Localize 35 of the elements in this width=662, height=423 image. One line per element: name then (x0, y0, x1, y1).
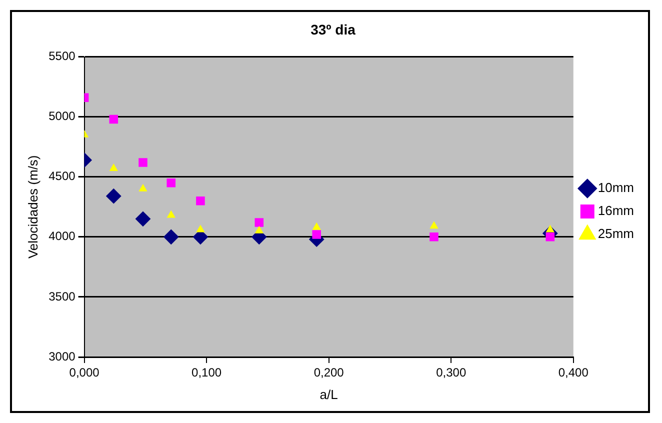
point (135, 211, 150, 226)
y-axis-title: Velocidades (m/s) (25, 155, 40, 259)
x-axis-title: a/L (320, 386, 338, 402)
point (164, 229, 179, 244)
point (166, 178, 176, 188)
legend-label: 25mm (598, 226, 634, 242)
point (546, 232, 555, 242)
point (312, 222, 321, 230)
point (138, 158, 148, 167)
point (109, 114, 118, 124)
point (255, 226, 264, 234)
point (167, 210, 176, 218)
legend-label: 16mm (598, 203, 634, 218)
x-tick-label: 0,000 (69, 366, 100, 380)
point (196, 225, 204, 232)
chart-title: 33º dia (310, 21, 356, 38)
point (106, 188, 122, 204)
y-tick-label: 5000 (48, 109, 76, 124)
x-tick-label: 0,400 (558, 366, 589, 380)
point (430, 232, 438, 242)
point (110, 164, 118, 171)
point (254, 218, 264, 227)
y-tick-label: 4000 (48, 229, 76, 244)
point (139, 184, 147, 192)
y-tick-label: 4500 (48, 169, 76, 184)
y-tick-label: 5500 (48, 49, 76, 64)
y-tick-label: 3000 (48, 349, 76, 364)
point (312, 230, 321, 239)
x-tick-label: 0,300 (436, 366, 466, 380)
y-tick-label: 3500 (48, 289, 76, 304)
point (196, 196, 205, 206)
x-tick-label: 0,100 (192, 366, 222, 380)
x-tick-label: 0,200 (314, 366, 344, 380)
point (430, 222, 438, 229)
legend-label: 10mm (598, 180, 634, 196)
